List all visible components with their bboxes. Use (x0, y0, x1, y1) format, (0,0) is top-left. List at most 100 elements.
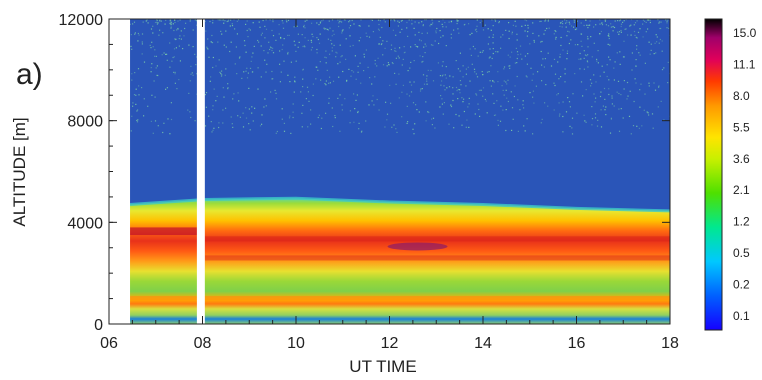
noise-dot (157, 74, 159, 77)
noise-dot (145, 20, 147, 22)
noise-dot (618, 92, 620, 95)
noise-dot (519, 45, 522, 47)
noise-dot (220, 19, 222, 21)
noise-dot (191, 72, 193, 74)
noise-dot (608, 93, 610, 96)
noise-dot (344, 98, 346, 100)
noise-dot (349, 25, 352, 27)
noise-dot (153, 80, 155, 82)
noise-dot (562, 49, 564, 51)
noise-dot (311, 46, 313, 49)
noise-dot (287, 74, 289, 76)
noise-dot (597, 62, 599, 64)
noise-dot (319, 61, 321, 63)
noise-dot (571, 117, 574, 119)
noise-dot (329, 76, 331, 78)
noise-dot (532, 133, 534, 135)
noise-dot (431, 24, 433, 26)
noise-dot (333, 44, 335, 46)
noise-dot (383, 19, 385, 21)
noise-dot (332, 125, 334, 128)
noise-dot (591, 82, 593, 84)
noise-dot (351, 19, 353, 22)
noise-dot (379, 36, 381, 38)
noise-dot (231, 25, 234, 27)
noise-dot (282, 27, 285, 29)
noise-dot (334, 117, 336, 119)
noise-dot (338, 25, 340, 28)
noise-dot (512, 118, 514, 120)
noise-dot (605, 106, 607, 108)
noise-dot (543, 33, 545, 35)
noise-dot (457, 98, 459, 100)
noise-dot (327, 29, 329, 31)
noise-dot (414, 21, 416, 23)
noise-dot (221, 70, 223, 72)
noise-dot (413, 60, 415, 62)
noise-dot (389, 84, 391, 86)
noise-dot (620, 31, 622, 33)
noise-dot (275, 98, 278, 100)
noise-dot (613, 105, 615, 107)
noise-dot (242, 112, 244, 114)
noise-dot (425, 120, 427, 122)
noise-dot (229, 50, 231, 53)
noise-dot (325, 112, 327, 114)
noise-dot (371, 19, 373, 21)
noise-dot (269, 46, 272, 48)
noise-dot (287, 34, 289, 36)
noise-dot (296, 25, 298, 27)
noise-dot (425, 101, 427, 103)
noise-dot (283, 38, 285, 40)
noise-dot (172, 23, 174, 25)
noise-dot (304, 46, 306, 48)
colorbar-tick-label: 0.2 (733, 278, 750, 292)
noise-dot (419, 90, 422, 92)
noise-dot (265, 71, 267, 73)
noise-dot (167, 118, 169, 120)
noise-dot (489, 48, 491, 50)
noise-dot (315, 78, 317, 80)
noise-dot (280, 71, 282, 73)
noise-dot (318, 42, 321, 44)
noise-dot (514, 85, 516, 87)
noise-dot (631, 69, 633, 71)
noise-dot (595, 24, 597, 26)
noise-dot (574, 73, 576, 75)
noise-dot (341, 21, 343, 23)
noise-dot (660, 21, 662, 23)
noise-dot (288, 34, 290, 36)
noise-dot (599, 95, 602, 98)
noise-dot (363, 53, 365, 55)
noise-dot (136, 110, 138, 112)
noise-dot (233, 93, 235, 95)
noise-dot (654, 89, 657, 91)
noise-dot (596, 125, 599, 127)
noise-dot (593, 26, 595, 28)
noise-dot (159, 19, 161, 21)
noise-dot (636, 45, 638, 47)
noise-dot (630, 24, 632, 26)
noise-dot (424, 52, 426, 54)
noise-dot (611, 103, 613, 105)
noise-dot (278, 24, 280, 26)
noise-dot (150, 71, 152, 73)
noise-dot (459, 70, 461, 72)
noise-dot (398, 73, 400, 75)
noise-dot (642, 23, 644, 25)
noise-dot (341, 109, 343, 111)
noise-dot (492, 48, 494, 50)
noise-dot (189, 111, 191, 113)
noise-dot (245, 51, 247, 53)
noise-dot (652, 127, 654, 129)
noise-dot (485, 100, 487, 102)
noise-dot (276, 130, 278, 133)
noise-dot (222, 87, 224, 89)
noise-dot (435, 32, 437, 34)
noise-dot (312, 36, 314, 38)
noise-dot (264, 37, 266, 39)
noise-dot (426, 80, 428, 82)
noise-dot (659, 27, 661, 30)
noise-dot (476, 94, 478, 96)
noise-dot (465, 73, 467, 75)
